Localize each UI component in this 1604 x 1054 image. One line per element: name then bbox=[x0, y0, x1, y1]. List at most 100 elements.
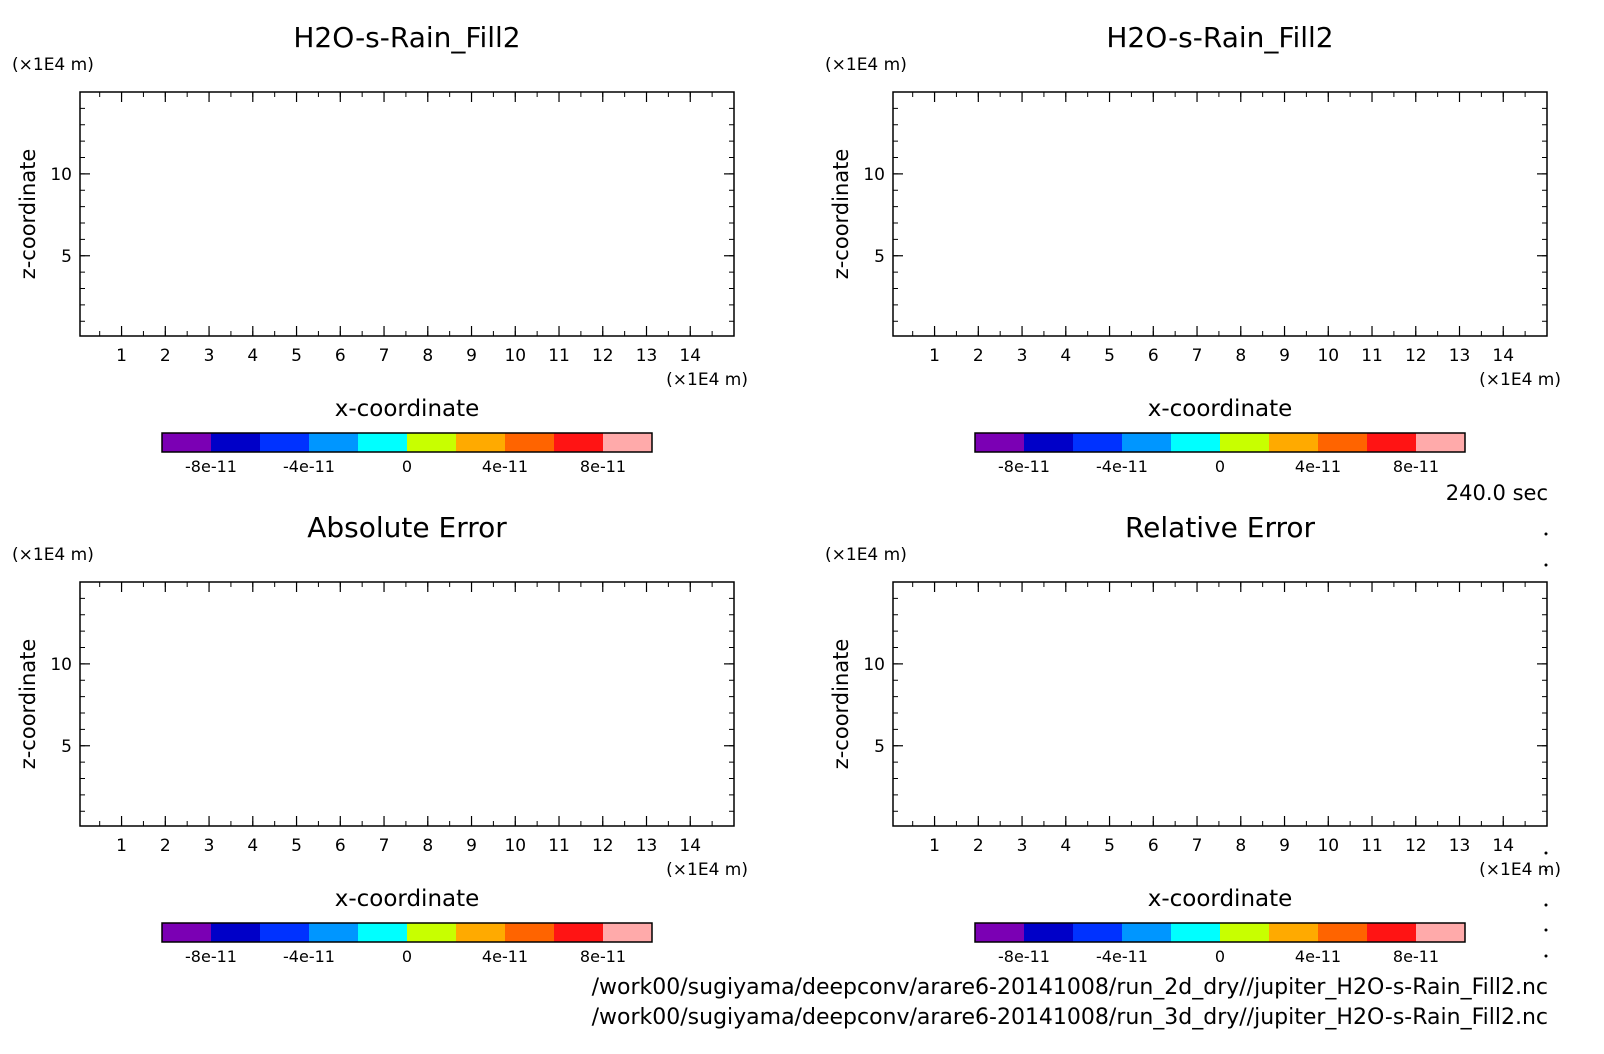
panel-4: Relative Error(×1E4 m)1 2 3 4 5 6 7 8 9 10 11 12 13 1… bbox=[825, 511, 1561, 966]
colorbar: -8e-11 -4e-11 0 4e-11 8e-11 bbox=[161, 922, 653, 966]
colorbar-swatch bbox=[211, 433, 260, 452]
y-tick-label: 5 bbox=[61, 737, 72, 757]
colorbar-swatch bbox=[456, 433, 505, 452]
x-tick-label: 7 bbox=[1192, 346, 1203, 366]
colorbar-swatch bbox=[309, 923, 358, 942]
x-tick-label: 10 bbox=[1317, 836, 1339, 856]
x-tick-label: 7 bbox=[379, 346, 390, 366]
x-tick-label: 10 bbox=[1317, 346, 1339, 366]
x-tick-label: 2 bbox=[973, 346, 984, 366]
x-tick-label: 5 bbox=[291, 836, 302, 856]
colorbar-swatch bbox=[1367, 433, 1416, 452]
margin-dot bbox=[1544, 954, 1548, 958]
y-axis-label: z-coordinate bbox=[829, 639, 853, 770]
colorbar-label: -8e-11 bbox=[185, 947, 237, 966]
margin-dot bbox=[1544, 851, 1548, 855]
x-tick-label: 11 bbox=[1361, 836, 1383, 856]
margin-dot bbox=[1544, 868, 1548, 872]
x-tick-label: 14 bbox=[679, 346, 701, 366]
x-tick-label: 3 bbox=[204, 346, 215, 366]
y-axis-label: z-coordinate bbox=[16, 149, 40, 280]
colorbar-label: 4e-11 bbox=[482, 457, 528, 476]
colorbar-label: 4e-11 bbox=[1295, 947, 1341, 966]
colorbar-frame bbox=[974, 922, 1466, 943]
y-unit-label: (×1E4 m) bbox=[12, 55, 94, 75]
x-tick-label: 1 bbox=[929, 836, 940, 856]
colorbar-swatch bbox=[554, 433, 603, 452]
colorbar-swatch bbox=[1073, 433, 1122, 452]
plot-frame bbox=[892, 581, 1548, 827]
x-unit-label: (×1E4 m) bbox=[1479, 370, 1561, 390]
x-tick-label: 12 bbox=[592, 836, 614, 856]
x-tick-label: 12 bbox=[1405, 346, 1427, 366]
file-path-1: /work00/sugiyama/deepconv/arare6-2014100… bbox=[592, 975, 1548, 1000]
colorbar-label: 8e-11 bbox=[1393, 457, 1439, 476]
y-tick-label: 5 bbox=[874, 737, 885, 757]
panel-title: Absolute Error bbox=[307, 511, 507, 544]
plot-frame bbox=[79, 91, 735, 337]
x-tick-label: 13 bbox=[1449, 346, 1471, 366]
colorbar-swatch bbox=[1367, 923, 1416, 942]
colorbar-swatch bbox=[1122, 923, 1171, 942]
x-tick-label: 6 bbox=[1148, 836, 1159, 856]
colorbar-swatch bbox=[456, 923, 505, 942]
time-label: 240.0 sec bbox=[1446, 481, 1548, 505]
x-tick-label: 8 bbox=[422, 346, 433, 366]
y-tick-label: 5 bbox=[874, 247, 885, 267]
panel-2: H2O-s-Rain_Fill2(×1E4 m)1 2 3 4 5 6 7 8 9 10 11 12 1… bbox=[825, 21, 1561, 476]
colorbar-swatch bbox=[1171, 923, 1220, 942]
x-tick-label: 11 bbox=[548, 836, 570, 856]
colorbar-frame bbox=[161, 922, 653, 943]
x-tick-label: 6 bbox=[335, 346, 346, 366]
x-tick-label: 5 bbox=[1104, 836, 1115, 856]
x-tick-label: 10 bbox=[504, 836, 526, 856]
colorbar-swatch bbox=[260, 433, 309, 452]
colorbar-label: -8e-11 bbox=[998, 947, 1050, 966]
colorbar-swatch bbox=[603, 433, 652, 452]
x-tick-label: 9 bbox=[1279, 836, 1290, 856]
x-tick-label: 4 bbox=[247, 836, 258, 856]
colorbar: -8e-11 -4e-11 0 4e-11 8e-11 bbox=[161, 432, 653, 476]
colorbar-label: 0 bbox=[1215, 947, 1225, 966]
x-tick-label: 8 bbox=[1235, 836, 1246, 856]
x-tick-label: 12 bbox=[1405, 836, 1427, 856]
colorbar-swatch bbox=[1220, 433, 1269, 452]
x-tick-label: 7 bbox=[1192, 836, 1203, 856]
x-tick-label: 5 bbox=[1104, 346, 1115, 366]
y-axis-label: z-coordinate bbox=[16, 639, 40, 770]
colorbar-swatch bbox=[309, 433, 358, 452]
margin-dot bbox=[1544, 563, 1548, 567]
margin-dot bbox=[1544, 532, 1548, 536]
x-tick-label: 10 bbox=[504, 346, 526, 366]
x-tick-label: 9 bbox=[1279, 346, 1290, 366]
x-tick-label: 14 bbox=[1492, 836, 1514, 856]
panel-3: Absolute Error(×1E4 m)1 2 3 4 5 6 7 8 9 10 11 12 13 1… bbox=[12, 511, 748, 966]
y-tick-label: 10 bbox=[50, 165, 72, 185]
panel-title: Relative Error bbox=[1125, 511, 1316, 544]
colorbar-swatch bbox=[1073, 923, 1122, 942]
x-tick-label: 9 bbox=[466, 836, 477, 856]
x-tick-label: 4 bbox=[1060, 836, 1071, 856]
colorbar-label: -4e-11 bbox=[1096, 457, 1148, 476]
colorbar-swatch bbox=[1122, 433, 1171, 452]
colorbar-swatch bbox=[358, 923, 407, 942]
colorbar-swatch bbox=[1220, 923, 1269, 942]
colorbar-label: -4e-11 bbox=[283, 947, 335, 966]
colorbar-swatch bbox=[505, 923, 554, 942]
colorbar-swatch bbox=[162, 923, 211, 942]
y-axis-label: z-coordinate bbox=[829, 149, 853, 280]
colorbar-swatch bbox=[162, 433, 211, 452]
x-tick-label: 3 bbox=[204, 836, 215, 856]
x-tick-label: 2 bbox=[160, 836, 171, 856]
x-tick-label: 13 bbox=[636, 836, 658, 856]
x-tick-label: 13 bbox=[1449, 836, 1471, 856]
colorbar-swatch bbox=[554, 923, 603, 942]
colorbar-label: 0 bbox=[1215, 457, 1225, 476]
x-tick-label: 14 bbox=[679, 836, 701, 856]
colorbar-swatch bbox=[505, 433, 554, 452]
colorbar-swatch bbox=[358, 433, 407, 452]
plot-frame bbox=[79, 581, 735, 827]
file-path-2: /work00/sugiyama/deepconv/arare6-2014100… bbox=[592, 1005, 1548, 1030]
colorbar-label: 4e-11 bbox=[1295, 457, 1341, 476]
